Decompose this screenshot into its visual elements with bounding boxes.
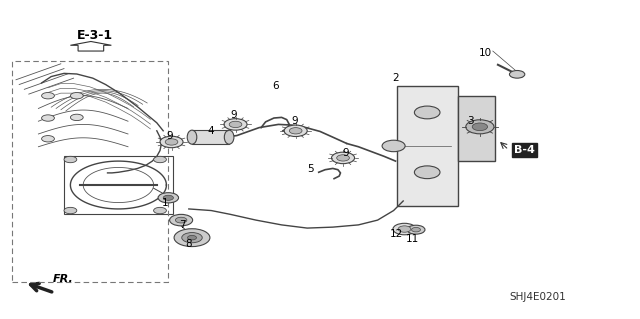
Circle shape	[170, 214, 193, 226]
Circle shape	[70, 93, 83, 99]
Circle shape	[163, 195, 173, 200]
Text: 8: 8	[186, 239, 192, 249]
Text: 9: 9	[166, 130, 173, 141]
Text: 12: 12	[390, 229, 403, 240]
Text: 9: 9	[342, 148, 349, 158]
Circle shape	[337, 155, 349, 161]
Ellipse shape	[225, 130, 234, 144]
Text: 9: 9	[291, 116, 298, 126]
Bar	[12, 61, 168, 282]
Circle shape	[466, 120, 494, 134]
Circle shape	[229, 121, 242, 128]
Circle shape	[509, 70, 525, 78]
Text: 3: 3	[467, 116, 474, 126]
Circle shape	[382, 140, 405, 152]
Circle shape	[472, 123, 488, 131]
Circle shape	[182, 233, 202, 243]
Text: 4: 4	[208, 126, 214, 136]
Circle shape	[64, 207, 77, 214]
Circle shape	[64, 156, 77, 163]
Text: 2: 2	[392, 73, 399, 83]
Bar	[64, 156, 173, 214]
Circle shape	[154, 207, 166, 214]
Circle shape	[289, 128, 302, 134]
Text: 10: 10	[479, 48, 492, 58]
Text: 11: 11	[406, 234, 419, 244]
Circle shape	[158, 193, 179, 203]
Bar	[458, 96, 495, 161]
Circle shape	[332, 152, 355, 164]
Circle shape	[415, 106, 440, 119]
Text: 1: 1	[162, 197, 168, 208]
Text: 9: 9	[230, 110, 237, 120]
Circle shape	[284, 125, 307, 137]
Circle shape	[407, 225, 425, 234]
Circle shape	[174, 229, 210, 247]
Bar	[192, 130, 229, 144]
Polygon shape	[70, 41, 111, 51]
Circle shape	[160, 136, 183, 148]
Circle shape	[154, 156, 166, 163]
Text: E-3-1: E-3-1	[77, 29, 113, 41]
Circle shape	[70, 114, 83, 121]
Circle shape	[415, 166, 440, 179]
Ellipse shape	[187, 130, 197, 144]
Text: 7: 7	[179, 220, 186, 230]
Circle shape	[42, 136, 54, 142]
Text: 5: 5	[307, 164, 314, 174]
Bar	[397, 86, 458, 206]
Text: SHJ4E0201: SHJ4E0201	[509, 292, 566, 302]
Text: B-4: B-4	[515, 145, 535, 155]
Text: 6: 6	[272, 81, 278, 91]
Circle shape	[398, 226, 411, 232]
Circle shape	[165, 139, 178, 145]
Text: FR.: FR.	[53, 274, 74, 284]
Circle shape	[412, 227, 420, 232]
Circle shape	[188, 235, 196, 240]
Circle shape	[42, 93, 54, 99]
Circle shape	[175, 217, 187, 223]
Circle shape	[42, 115, 54, 121]
Circle shape	[224, 119, 247, 130]
Circle shape	[393, 223, 416, 235]
